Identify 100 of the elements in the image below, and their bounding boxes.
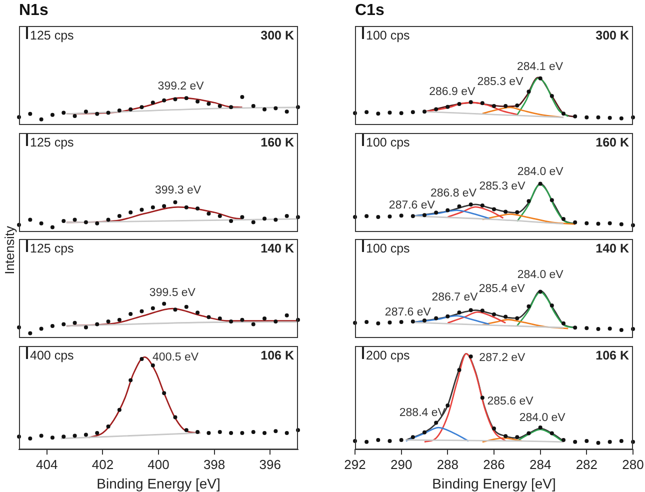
- point: [117, 318, 122, 322]
- point: [218, 430, 222, 434]
- point: [39, 117, 44, 122]
- point: [376, 112, 380, 116]
- point: [106, 217, 110, 222]
- point: [150, 204, 155, 209]
- point: [39, 220, 44, 225]
- point: [206, 430, 211, 435]
- point: [184, 428, 188, 432]
- point: [504, 434, 508, 438]
- point: [526, 431, 531, 436]
- point: [84, 432, 88, 437]
- point: [284, 313, 289, 318]
- point: [206, 211, 211, 216]
- point: [446, 403, 450, 408]
- point: [28, 436, 32, 440]
- point: [218, 104, 222, 108]
- point: [95, 220, 100, 225]
- point: [388, 320, 392, 324]
- point: [584, 326, 589, 330]
- point: [196, 310, 200, 315]
- x-tick-label: 282: [576, 456, 598, 472]
- point: [262, 430, 267, 435]
- x-tick-label: 396: [259, 456, 281, 472]
- point: [596, 115, 600, 120]
- point: [573, 326, 578, 330]
- text: 100 cps: [366, 28, 410, 43]
- annotation: 285.3 eV: [477, 76, 524, 88]
- point: [173, 415, 178, 420]
- annotation: 286.9 eV: [429, 86, 476, 98]
- point: [608, 440, 612, 444]
- point: [95, 322, 100, 326]
- point: [376, 321, 380, 326]
- annotation: 399.2 eV: [158, 80, 204, 92]
- point: [596, 221, 600, 226]
- point: [468, 354, 473, 359]
- text: 100 cps: [366, 135, 410, 150]
- point: [526, 198, 531, 203]
- point: [457, 368, 462, 372]
- point: [526, 90, 531, 94]
- text: 125 cps: [30, 242, 74, 256]
- point: [72, 320, 77, 325]
- point: [274, 106, 278, 110]
- point: [50, 324, 54, 328]
- point: [162, 391, 166, 396]
- chart-title: N1s: [19, 2, 48, 20]
- point: [573, 440, 578, 444]
- point: [364, 214, 369, 218]
- point: [422, 430, 426, 434]
- point: [62, 322, 66, 326]
- point: [480, 396, 484, 400]
- text: 100 cps: [366, 242, 410, 256]
- point: [550, 303, 554, 308]
- annotation: 399.3 eV: [155, 184, 202, 196]
- point: [72, 114, 77, 118]
- point: [184, 204, 188, 209]
- point: [50, 436, 54, 440]
- x-tick-label: 400: [148, 456, 170, 472]
- point: [422, 212, 426, 217]
- point: [515, 103, 520, 108]
- annotation: 399.5 eV: [149, 286, 196, 299]
- text: 160 K: [596, 135, 629, 150]
- point: [468, 308, 473, 312]
- point: [173, 97, 178, 102]
- point: [550, 431, 554, 436]
- point: [84, 220, 88, 224]
- point: [229, 105, 234, 110]
- point: [492, 104, 496, 108]
- point: [206, 102, 211, 106]
- point: [410, 320, 415, 324]
- point: [504, 314, 508, 319]
- point: [140, 356, 144, 361]
- point: [550, 94, 554, 98]
- point: [128, 378, 133, 382]
- text: 125 cps: [30, 135, 74, 150]
- point: [240, 430, 244, 435]
- point: [608, 116, 612, 120]
- point: [434, 420, 438, 425]
- point: [95, 430, 100, 435]
- point: [62, 218, 66, 222]
- x-tick-label: 292: [344, 456, 366, 472]
- annotation: 285.3 eV: [479, 180, 526, 192]
- annotation: 106 K: [596, 348, 629, 363]
- text: 300 K: [596, 28, 629, 43]
- point: [117, 108, 122, 112]
- annotation: 287.6 eV: [384, 306, 432, 318]
- point: [62, 434, 66, 439]
- point: [284, 430, 289, 435]
- point: [184, 96, 188, 100]
- point: [457, 102, 462, 106]
- point: [150, 306, 155, 310]
- x-axis-title: Binding Energy [eV]: [432, 475, 556, 492]
- point: [251, 220, 256, 224]
- point: [173, 308, 178, 312]
- text: 125 cps: [30, 28, 74, 43]
- point: [457, 204, 462, 208]
- point: [364, 110, 369, 114]
- point: [480, 101, 484, 106]
- annotation: 106 K: [260, 348, 294, 363]
- y-axis-title: Intensity: [2, 226, 17, 274]
